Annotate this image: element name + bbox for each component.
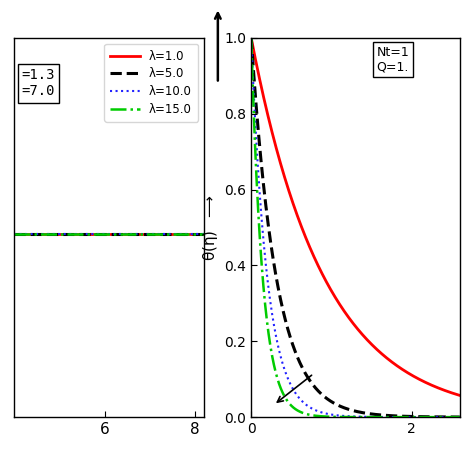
Text: =1.3
=7.0: =1.3 =7.0 bbox=[22, 68, 55, 99]
Text: Nt=1
Q=1.: Nt=1 Q=1. bbox=[376, 46, 409, 73]
Y-axis label: θ(η)  $\longrightarrow$: θ(η) $\longrightarrow$ bbox=[201, 194, 220, 261]
Legend: λ=1.0, λ=5.0, λ=10.0, λ=15.0: λ=1.0, λ=5.0, λ=10.0, λ=15.0 bbox=[104, 44, 198, 122]
